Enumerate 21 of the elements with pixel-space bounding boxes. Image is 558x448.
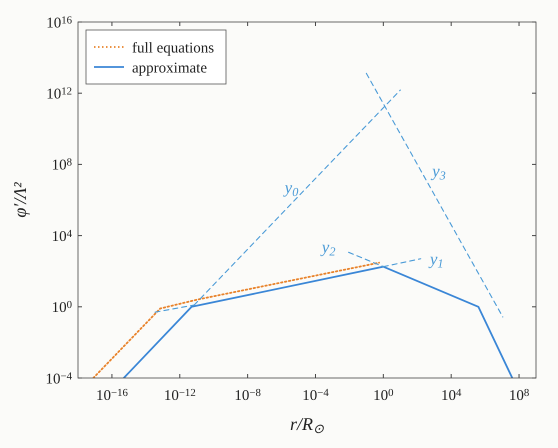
y-tick-label: 10$^{−4}$ [46,370,73,388]
x-tick-label: 10$^{−12}$ [164,386,196,404]
x-tick-label: 10$^{0}$ [373,386,394,404]
x-tick-label: 10$^{−4}$ [302,386,330,404]
x-tick-label: 10$^{−8}$ [234,386,261,404]
series-label: y$_{0}$ [282,178,298,199]
x-tick-label: 10$^{4}$ [440,386,462,404]
y-tick-label: 10$^{0}$ [52,298,72,316]
y-axis-title: φ′/Λ² [10,182,30,218]
x-tick-label: 10$^{−16}$ [96,386,128,404]
legend-label: full equations [132,40,214,56]
series-label: y$_{2}$ [320,237,336,258]
x-axis-title: r/R$_{⊙}$ [290,414,324,436]
legend-label: approximate [132,60,208,76]
y-tick-label: 10$^{4}$ [52,228,73,245]
series-label: y$_{3}$ [430,162,446,183]
y-tick-label: 10$^{16}$ [46,14,73,32]
y-tick-label: 10$^{8}$ [52,156,72,174]
y-tick-label: 10$^{12}$ [46,85,72,102]
x-tick-label: 10$^{8}$ [508,386,530,404]
series-label: y$_{1}$ [428,250,444,271]
